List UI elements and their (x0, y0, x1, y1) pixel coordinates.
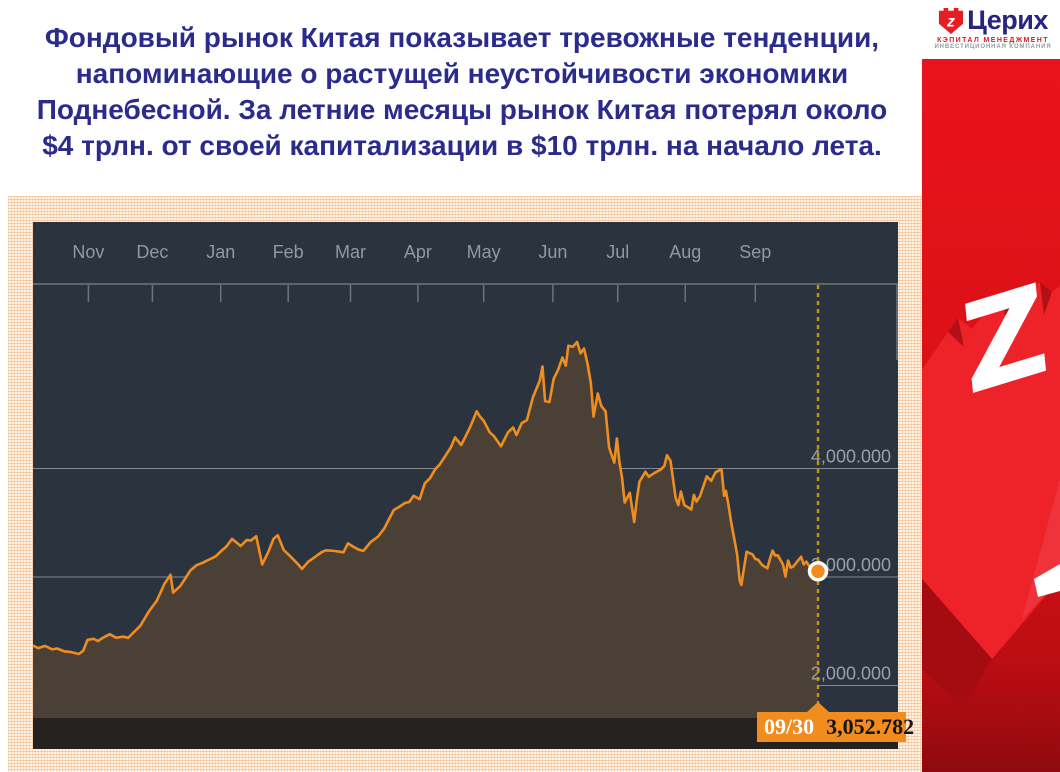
zerich-logo-row: z Церих (930, 5, 1056, 36)
price-line (33, 340, 819, 656)
x-axis-months: Nov Dec Jan Feb Mar Apr May Jun Jul Aug Sep (33, 222, 898, 285)
title-line: Фондовый рынок Китая показывает тревожны… (44, 22, 880, 53)
chart-bottom-bar (33, 718, 898, 749)
shield-letter: z (946, 13, 955, 30)
banner-facet (948, 318, 964, 347)
price-tag-date: 09/30 (764, 714, 815, 739)
x-axis-month-label: Mar (334, 242, 366, 262)
brand-banner: Z (922, 59, 1060, 772)
price-tag-value: 3,052.782 (826, 714, 915, 739)
x-axis-month-label: Jun (538, 242, 568, 262)
plot-area[interactable]: 4,000.000 3,000.000 2,000.000 (33, 285, 898, 718)
title-line: $4 трлн. от своей капитализации в $10 тр… (42, 130, 882, 161)
x-axis-month-label: Sep (739, 242, 772, 262)
banner-graphic: Z (922, 59, 1060, 772)
x-axis-month-label: Jul (606, 242, 630, 262)
y-axis-label: 3,000.000 (811, 555, 891, 575)
y-axis-label: 4,000.000 (811, 447, 891, 467)
price-tag-arrow-icon (807, 702, 829, 712)
x-axis-month-label: Apr (403, 242, 432, 262)
x-axis-month-label: Dec (136, 242, 169, 262)
title-line: напоминающие о растущей неустойчивости э… (75, 58, 849, 89)
x-axis-month-label: Nov (72, 242, 105, 262)
zerich-shield-icon: z (939, 7, 964, 34)
banner-shield-shape (922, 282, 1060, 659)
title-line: Поднебесной. За летние месяцы рынок Кита… (36, 94, 888, 125)
logo-subtitle-capital: КЭПИТАЛ МЕНЕДЖМЕНТ (937, 37, 1049, 44)
logo-brand-text: Церих (967, 5, 1048, 35)
slide-title: Фондовый рынок Китая показывает тревожны… (12, 20, 912, 164)
banner-facet (1040, 282, 1052, 315)
chart-panel: Nov Dec Jan Feb Mar Apr May Jun Jul Aug Sep 4,000.… (8, 196, 922, 772)
banner-facet (1002, 290, 1014, 325)
zerich-logo: z Церих КЭПИТАЛ МЕНЕДЖМЕНТ ИНВЕСТИЦИОННА… (930, 5, 1056, 50)
area-fill (33, 342, 818, 718)
y-axis-label: 2,000.000 (811, 664, 891, 684)
last-point-marker[interactable] (807, 561, 829, 582)
x-axis-month-label: May (466, 242, 501, 262)
logo-subtitle-investment: ИНВЕСТИЦИОННАЯ КОМПАНИЯ (934, 44, 1052, 50)
stock-chart: Nov Dec Jan Feb Mar Apr May Jun Jul Aug Sep 4,000.… (33, 222, 914, 749)
banner-facet (922, 579, 992, 709)
last-price-tag: 09/30 3,052.782 (757, 702, 914, 742)
banner-white-sliver (1034, 564, 1060, 597)
x-axis-month-label: Feb (272, 242, 304, 262)
x-axis-month-label: Jan (206, 242, 236, 262)
x-axis-month-label: Aug (669, 242, 702, 262)
